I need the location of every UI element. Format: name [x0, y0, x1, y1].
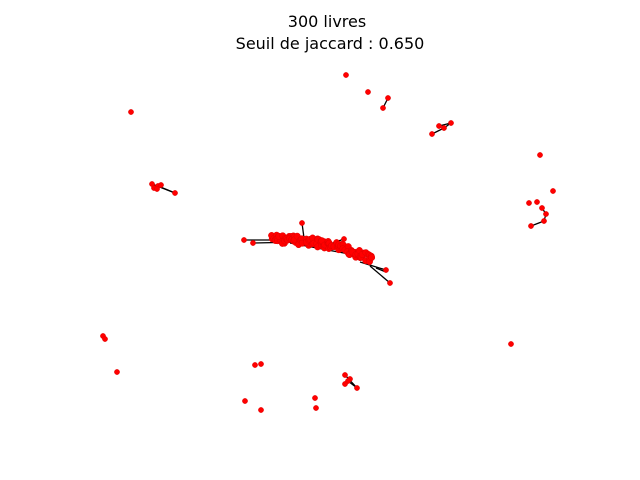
graph-node: [550, 188, 556, 194]
graph-node: [541, 218, 547, 224]
graph-node: [114, 369, 120, 375]
graph-node: [299, 220, 305, 226]
graph-edges: [151, 97, 547, 389]
graph-node: [539, 205, 545, 211]
graph-node: [365, 89, 371, 95]
graph-edge: [369, 265, 391, 284]
graph-node: [528, 223, 534, 229]
graph-node: [383, 267, 389, 273]
graph-node: [252, 362, 258, 368]
graph-node: [448, 120, 454, 126]
graph-node: [543, 211, 549, 217]
graph-node: [441, 125, 447, 131]
graph-node: [342, 372, 348, 378]
graph-node: [380, 105, 386, 111]
graph-node: [436, 123, 442, 129]
figure-title-line2: Seuil de jaccard : 0.650: [236, 34, 425, 53]
graph-node: [354, 385, 360, 391]
graph-nodes: [100, 72, 556, 413]
graph-node: [154, 186, 160, 192]
graph-node: [387, 280, 393, 286]
graph-node: [172, 190, 178, 196]
graph-node: [313, 405, 319, 411]
figure-title-line1: 300 livres: [288, 12, 366, 31]
graph-node: [242, 398, 248, 404]
graph-node: [537, 152, 543, 158]
graph-node: [102, 336, 108, 342]
graph-node: [341, 236, 347, 242]
graph-node: [158, 182, 164, 188]
graph-node: [385, 95, 391, 101]
graph-node: [258, 407, 264, 413]
graph-node: [342, 381, 348, 387]
graph-node: [128, 109, 134, 115]
graph-node: [508, 341, 514, 347]
graph-node: [250, 240, 256, 246]
graph-node: [343, 72, 349, 78]
graph-node: [258, 361, 264, 367]
graph-node: [312, 395, 318, 401]
cluster-node: [368, 254, 376, 262]
graph-node: [534, 199, 540, 205]
graph-node: [526, 200, 532, 206]
graph-node: [241, 237, 247, 243]
graph-node: [429, 131, 435, 137]
